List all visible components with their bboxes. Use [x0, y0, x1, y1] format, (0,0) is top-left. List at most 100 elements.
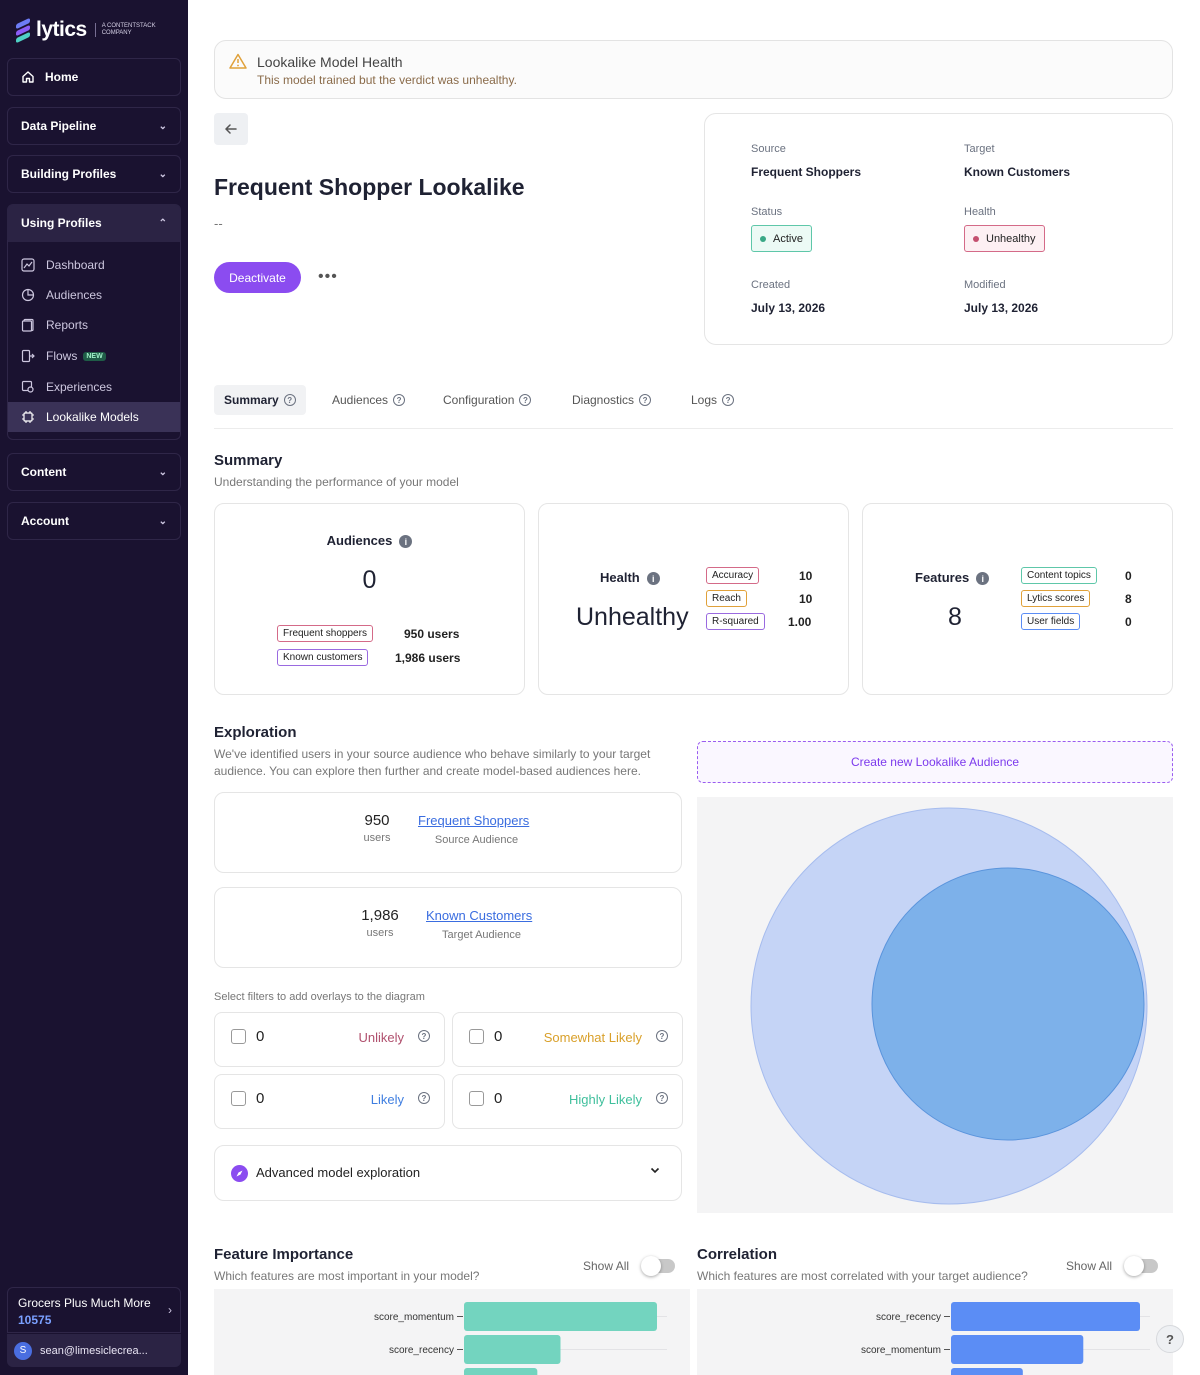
sidebar-item-reports[interactable]: Reports [8, 310, 180, 340]
audiences-count: 0 [362, 566, 377, 594]
brand-logo[interactable]: lytics A CONTENTSTACK COMPANY [16, 17, 157, 44]
tab-label: Diagnostics [572, 393, 635, 407]
advanced-exploration-accordion[interactable]: Advanced model exploration [214, 1145, 682, 1201]
checkbox[interactable] [469, 1091, 484, 1106]
bar-score-recency[interactable] [464, 1335, 561, 1364]
filter-somewhat-likely[interactable]: 0 Somewhat Likely ? [452, 1012, 683, 1067]
brand-subtitle: A CONTENTSTACK COMPANY [94, 23, 157, 37]
bar-score-recency[interactable] [951, 1302, 1140, 1331]
sidebar-item-experiences[interactable]: Experiences [8, 372, 180, 402]
nav-content[interactable]: Content ⌄ [7, 453, 181, 491]
tab-summary[interactable]: Summary? [214, 385, 306, 415]
arrow-left-icon [225, 124, 237, 134]
tab-audiences[interactable]: Audiences? [332, 385, 406, 415]
filter-unlikely[interactable]: 0 Unlikely ? [214, 1012, 445, 1067]
tab-label: Summary [224, 393, 279, 407]
source-audience-link[interactable]: Frequent Shoppers [418, 813, 530, 828]
warning-icon [229, 53, 247, 74]
target-audience-link[interactable]: Known Customers [426, 908, 533, 923]
help-button[interactable]: ? [1156, 1325, 1184, 1353]
info-icon[interactable]: i [976, 572, 990, 586]
using-profiles-submenu: Dashboard Audiences Reports Flows NEW Ex… [7, 240, 181, 440]
nav-home[interactable]: Home [7, 58, 181, 96]
alert-title: Lookalike Model Health [257, 54, 403, 70]
nav-content-label: Content [21, 465, 67, 479]
target-audience-role: Target Audience [442, 929, 521, 941]
filter-highly-likely[interactable]: 0 Highly Likely ? [452, 1074, 683, 1129]
lytics-logo-icon [16, 17, 32, 44]
y-axis-label: score_recency [876, 1312, 941, 1323]
deactivate-button[interactable]: Deactivate [214, 262, 301, 293]
create-lookalike-audience-button[interactable]: Create new Lookalike Audience [697, 741, 1173, 783]
bar-score-momentum[interactable] [464, 1302, 657, 1331]
source-audience-role: Source Audience [434, 834, 519, 846]
tab-logs[interactable]: Logs? [691, 385, 735, 415]
info-icon[interactable]: i [399, 535, 413, 549]
filter-label: Likely [370, 1092, 404, 1107]
checkbox[interactable] [231, 1029, 246, 1044]
bar-clipped[interactable] [464, 1368, 538, 1375]
help-circle-icon[interactable]: ? [418, 1092, 430, 1104]
report-icon [21, 318, 35, 332]
toggle-knob [641, 1256, 661, 1276]
source-audience-row: 950 users Frequent Shoppers Source Audie… [214, 792, 682, 873]
correlation-show-all-toggle[interactable] [1124, 1256, 1158, 1276]
show-all-label: Show All [1066, 1259, 1113, 1273]
exploration-subtitle-line2: audience. You can explore then further a… [214, 764, 641, 778]
created-label: Created [751, 279, 791, 291]
accuracy-value: 10 [799, 569, 813, 583]
target-audience-row: 1,986 users Known Customers Target Audie… [214, 887, 682, 968]
correlation-subtitle: Which features are most correlated with … [697, 1269, 1028, 1283]
nav-account[interactable]: Account ⌄ [7, 502, 181, 540]
help-circle-icon[interactable]: ? [656, 1092, 668, 1104]
help-circle-icon[interactable]: ? [656, 1030, 668, 1042]
y-axis-label: score_momentum [861, 1345, 941, 1356]
nav-data-pipeline-label: Data Pipeline [21, 119, 97, 133]
correlation-chart-svg: score_recency score_momentum [861, 1302, 1150, 1375]
tab-bar: Summary? Audiences? Configuration? Diagn… [214, 385, 1173, 429]
sidebar-item-audiences[interactable]: Audiences [8, 280, 180, 310]
home-icon [21, 70, 35, 84]
help-circle-icon[interactable]: ? [418, 1030, 430, 1042]
account-switcher[interactable]: Grocers Plus Much More 10575 › [7, 1287, 181, 1333]
sidebar-item-flows[interactable]: Flows NEW [8, 341, 180, 371]
sidebar-item-label: Lookalike Models [46, 410, 139, 424]
audiences-card-label: Audiences [326, 533, 393, 548]
chevron-down-icon: ⌄ [158, 120, 167, 132]
page-title: Frequent Shopper Lookalike [214, 174, 525, 200]
modified-label: Modified [964, 279, 1006, 291]
source-audience-unit: users [363, 832, 391, 844]
more-options-icon[interactable]: ••• [318, 268, 338, 285]
help-circle-icon: ? [639, 394, 652, 406]
bar-score-momentum[interactable] [951, 1335, 1084, 1364]
feature-importance-show-all-toggle[interactable] [641, 1256, 675, 1276]
chevron-down-icon [649, 1163, 661, 1181]
nav-account-label: Account [21, 514, 69, 528]
user-email: sean@limesiclecrea... [40, 1344, 148, 1357]
target-label: Target [964, 143, 995, 155]
user-menu[interactable]: S sean@limesiclecrea... [7, 1334, 181, 1367]
checkbox[interactable] [469, 1029, 484, 1044]
tab-diagnostics[interactable]: Diagnostics? [572, 385, 652, 415]
compass-icon [231, 1165, 248, 1182]
info-icon[interactable]: i [646, 572, 660, 586]
health-label: Health [964, 206, 996, 218]
account-id: 10575 [18, 1313, 52, 1327]
tab-configuration[interactable]: Configuration? [443, 385, 532, 415]
nav-data-pipeline[interactable]: Data Pipeline ⌄ [7, 107, 181, 145]
back-button[interactable] [214, 113, 248, 145]
bar-clipped[interactable] [951, 1368, 1023, 1375]
reach-value: 10 [799, 592, 813, 606]
filter-likely[interactable]: 0 Likely ? [214, 1074, 445, 1129]
audiences-card-header: Audiences i [215, 533, 524, 549]
nav-building-profiles[interactable]: Building Profiles ⌄ [7, 155, 181, 193]
checkbox[interactable] [231, 1091, 246, 1106]
sidebar-item-lookalike-models[interactable]: Lookalike Models [8, 402, 180, 432]
nav-using-profiles[interactable]: Using Profiles ⌃ [7, 204, 181, 242]
health-value: Unhealthy [576, 603, 689, 631]
status-dot-icon [760, 235, 766, 242]
known-customers-count: 1,986 users [395, 651, 461, 665]
content-topics-value: 0 [1125, 569, 1132, 583]
known-customers-tag: Known customers [277, 649, 369, 666]
sidebar-item-dashboard[interactable]: Dashboard [8, 250, 180, 280]
